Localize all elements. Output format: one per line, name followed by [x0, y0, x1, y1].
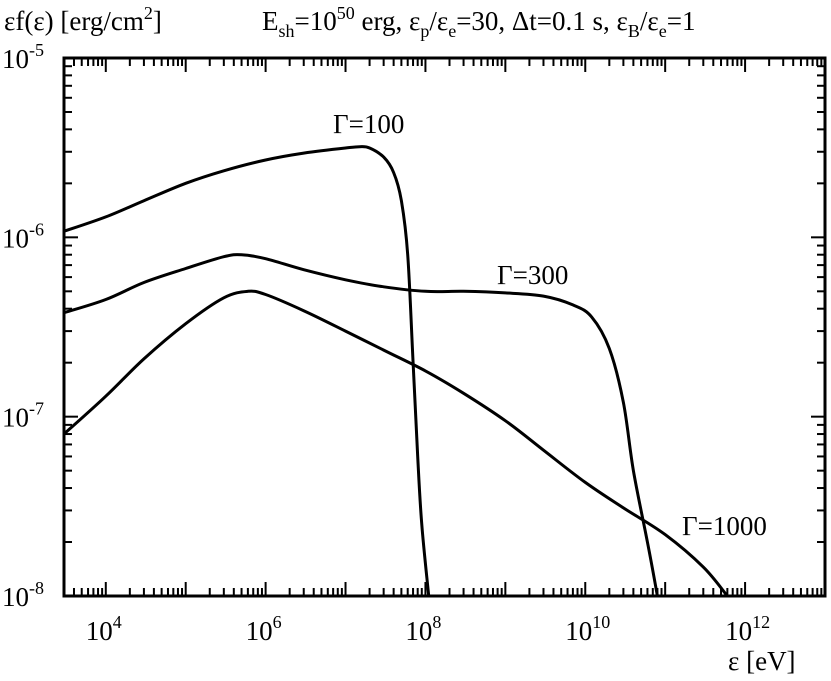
- gamma-300-line: [63, 253, 659, 597]
- x-tick-label: 108: [405, 612, 441, 646]
- y-axis-label-sup: 2: [144, 3, 153, 23]
- y-tick-label: 10-7: [2, 399, 44, 433]
- gamma-100-line: [63, 145, 431, 597]
- y-axis-label: εf(ε) [erg/cm2]: [4, 3, 162, 36]
- labels-layer: 104 106 108 1010 1012 10-5 10-6 10-7 10-8 Γ=100 Γ=…: [2, 40, 770, 646]
- gamma-100-label: Γ=100: [333, 109, 404, 139]
- x-tick-label: 1012: [725, 612, 770, 646]
- x-axis-label: ε [eV]: [728, 646, 796, 676]
- x-tick-label: 106: [246, 612, 282, 646]
- gamma-300-label: Γ=300: [497, 260, 568, 290]
- x-tick-label: 1010: [565, 612, 610, 646]
- gamma-1000-label: Γ=1000: [682, 511, 767, 541]
- series-layer: [62, 145, 729, 597]
- y-axis-label-close: ]: [153, 6, 162, 36]
- plot-frame: [62, 56, 827, 598]
- x-tick-label: 104: [86, 612, 122, 646]
- y-axis-label-main: εf(ε) [erg/cm: [4, 6, 144, 36]
- y-tick-label: 10-8: [2, 578, 44, 612]
- y-tick-label: 10-6: [2, 219, 44, 253]
- y-tick-label: 10-5: [2, 40, 44, 74]
- chart-title: Esh=1050 erg, εp/εe=30, Δt=0.1 s, εB/εe=…: [262, 3, 695, 41]
- gamma-1000-line: [62, 289, 729, 597]
